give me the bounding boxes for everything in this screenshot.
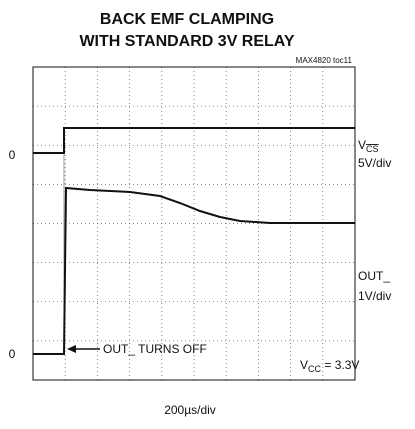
condition-rest: = 3.3V: [321, 358, 359, 372]
condition-name: V: [300, 358, 308, 372]
channel-name: OUT_: [358, 269, 390, 283]
vcs-trace: [33, 127, 355, 154]
title-line: WITH STANDARD 3V RELAY: [79, 33, 294, 50]
arrow-head: [67, 345, 76, 353]
grid: [33, 67, 355, 380]
zero-label: 0: [9, 148, 16, 162]
channel-scale: 5V/div: [358, 156, 391, 170]
title-line: BACK EMF CLAMPING: [100, 11, 274, 28]
zero-label: 0: [9, 347, 16, 361]
channel-name-main: V: [358, 138, 366, 152]
out-trace: [33, 186, 355, 355]
time-scale: 200µs/div: [164, 403, 216, 417]
condition: VCC = 3.3V: [300, 358, 359, 374]
annotation: OUT_ TURNS OFF: [103, 342, 207, 356]
channel-name: VCS: [358, 138, 379, 154]
channel-name-sub: CS: [366, 144, 379, 154]
condition-sub: CC: [308, 364, 321, 374]
figure-id: MAX4820 toc11: [296, 56, 353, 65]
channel-scale: 1V/div: [358, 289, 391, 303]
